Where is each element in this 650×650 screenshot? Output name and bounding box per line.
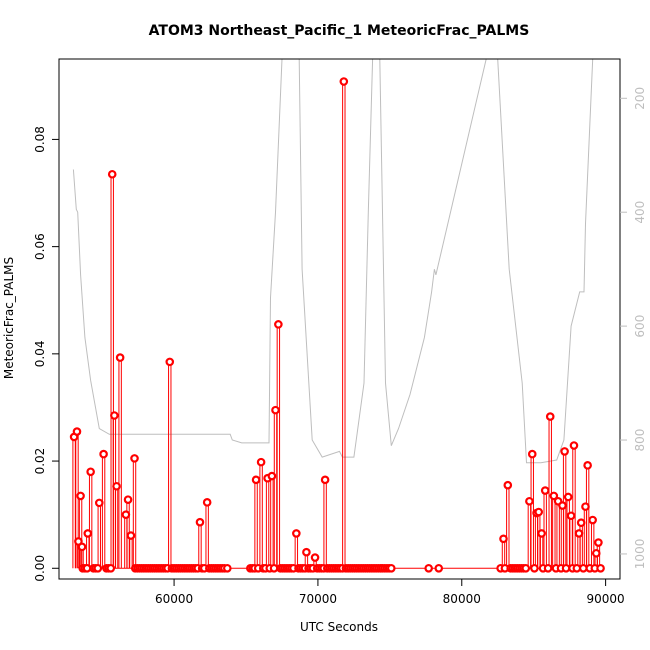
data-point (267, 471, 277, 481)
data-point (115, 353, 125, 362)
axes: 60000 70000 80000 90000 0.00 0.02 0.04 0.06 0.08… (33, 58, 647, 606)
data-point (339, 77, 349, 86)
data-point (596, 563, 605, 573)
data-point (310, 553, 320, 562)
data-point (386, 563, 396, 573)
chart-title: ATOM3 Northeast_Pacific_1 MeteoricFrac_P… (149, 23, 530, 39)
right-tick-label: 600 (633, 315, 647, 338)
data-point (302, 547, 311, 557)
data-point (537, 529, 546, 538)
data-point (292, 529, 301, 538)
data-point (76, 491, 85, 501)
right-tick-label: 1000 (633, 539, 647, 570)
data-point (165, 357, 175, 367)
data-point (581, 502, 590, 511)
right-tick-label: 800 (633, 429, 647, 452)
y-tick-label: 0.06 (33, 233, 47, 260)
x-tick-label: 70000 (299, 592, 337, 606)
data-point (574, 529, 584, 538)
data-point (527, 449, 537, 459)
data-point (594, 538, 603, 547)
data-point (424, 563, 433, 573)
data-point (499, 534, 508, 544)
x-axis-label: UTC Seconds (300, 620, 378, 634)
data-point (77, 542, 87, 552)
data-point (560, 447, 569, 456)
data-point (126, 531, 136, 540)
plot-frame (58, 58, 621, 580)
data-point (83, 529, 93, 538)
data-point (534, 507, 544, 517)
data-point (271, 405, 280, 415)
data-point (569, 441, 579, 450)
data-point (549, 491, 559, 501)
pressure-line (72, 59, 594, 464)
data-point (195, 517, 205, 527)
data-point (130, 454, 139, 463)
data-point (545, 412, 555, 421)
data-point (588, 515, 597, 525)
data-point (525, 496, 534, 506)
data-point (543, 563, 553, 573)
data-point (112, 481, 121, 491)
data-point (99, 449, 108, 459)
data-point (591, 548, 601, 558)
right-tick-label: 400 (633, 201, 647, 224)
data-point (274, 320, 283, 329)
data-point (94, 498, 104, 508)
data-point (93, 563, 103, 573)
data-point (251, 475, 261, 485)
y-tick-label: 0.02 (33, 448, 47, 475)
data-point (558, 501, 567, 510)
y-axis-label: MeteoricFrac_PALMS (2, 257, 16, 379)
data-point (86, 467, 95, 477)
data-point (566, 511, 576, 521)
data-point (106, 563, 116, 573)
data-point (530, 563, 539, 573)
data-point (521, 563, 531, 573)
data-point (123, 495, 133, 504)
data-point (107, 169, 117, 179)
y-tick-label: 0.04 (33, 340, 47, 367)
y-tick-label: 0.00 (33, 555, 47, 582)
data-point (72, 427, 82, 436)
x-tick-label: 80000 (443, 592, 481, 606)
data-point (583, 461, 592, 470)
data-point (540, 486, 550, 495)
data-point (121, 510, 131, 519)
x-tick-label: 60000 (155, 592, 193, 606)
data-point (202, 498, 212, 507)
data-point (320, 475, 330, 485)
data-point (223, 563, 232, 573)
data-point (110, 411, 119, 420)
x-tick-label: 90000 (587, 592, 625, 606)
right-tick-label: 200 (633, 87, 647, 110)
plot-area (69, 59, 605, 573)
data-point (563, 492, 573, 502)
data-point (576, 518, 586, 528)
data-point (256, 457, 266, 467)
y-tick-label: 0.08 (33, 126, 47, 153)
data-point (434, 563, 444, 573)
data-point (503, 480, 513, 490)
